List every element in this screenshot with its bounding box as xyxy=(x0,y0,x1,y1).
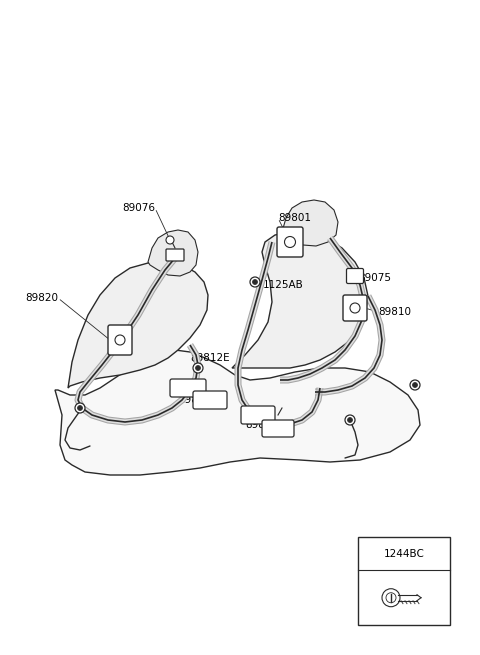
Circle shape xyxy=(77,405,83,411)
FancyBboxPatch shape xyxy=(262,420,294,437)
Circle shape xyxy=(75,403,85,413)
Circle shape xyxy=(386,593,396,603)
Polygon shape xyxy=(55,350,420,475)
Circle shape xyxy=(195,365,201,371)
Circle shape xyxy=(345,415,355,425)
Circle shape xyxy=(250,277,260,287)
Polygon shape xyxy=(148,230,198,276)
Polygon shape xyxy=(68,262,208,388)
Text: 1125AB: 1125AB xyxy=(263,280,304,290)
FancyBboxPatch shape xyxy=(166,249,184,261)
Text: 89076: 89076 xyxy=(122,203,155,213)
FancyBboxPatch shape xyxy=(170,379,206,397)
Circle shape xyxy=(382,589,400,607)
Text: 89840G: 89840G xyxy=(178,395,219,405)
Circle shape xyxy=(193,363,203,373)
Circle shape xyxy=(166,236,174,244)
Circle shape xyxy=(350,303,360,313)
Circle shape xyxy=(410,380,420,390)
Circle shape xyxy=(252,280,257,284)
Text: 89830G: 89830G xyxy=(245,420,286,430)
Polygon shape xyxy=(282,200,338,246)
Circle shape xyxy=(115,335,125,345)
Text: 89820: 89820 xyxy=(25,293,58,303)
Text: 1244BC: 1244BC xyxy=(384,549,424,559)
Circle shape xyxy=(348,417,352,422)
Bar xyxy=(358,537,450,625)
Text: 89801: 89801 xyxy=(278,213,311,223)
Polygon shape xyxy=(232,232,368,368)
Circle shape xyxy=(412,383,418,388)
Text: 89075: 89075 xyxy=(358,273,391,283)
Text: 89810: 89810 xyxy=(378,307,411,317)
Circle shape xyxy=(285,236,296,248)
Text: 88812E: 88812E xyxy=(190,353,229,363)
FancyBboxPatch shape xyxy=(277,227,303,257)
FancyBboxPatch shape xyxy=(241,406,275,424)
FancyBboxPatch shape xyxy=(343,295,367,321)
FancyBboxPatch shape xyxy=(193,391,227,409)
FancyBboxPatch shape xyxy=(347,269,363,284)
FancyBboxPatch shape xyxy=(108,325,132,355)
